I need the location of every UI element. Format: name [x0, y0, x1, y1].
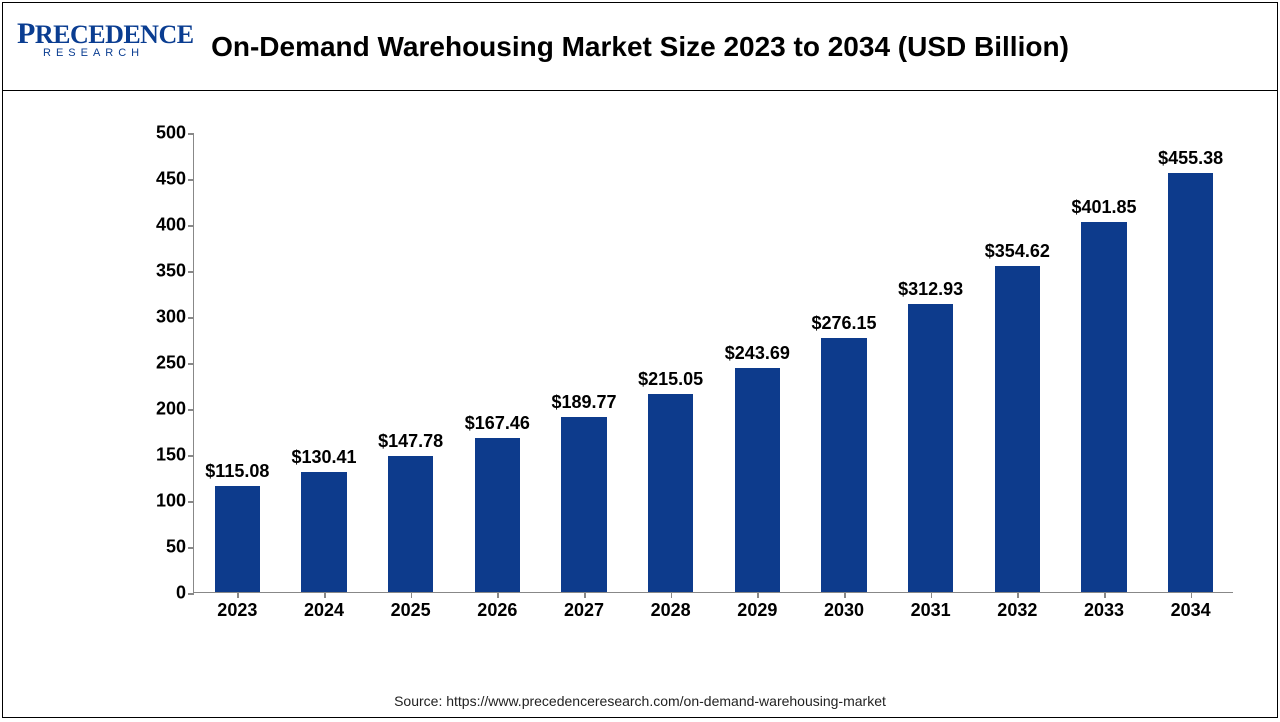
bar: $401.85 — [1081, 222, 1126, 592]
bar: $130.41 — [301, 472, 346, 592]
bar-value-label: $115.08 — [205, 461, 269, 486]
x-tick-mark — [671, 592, 673, 598]
bar-value-label: $167.46 — [465, 413, 530, 438]
chart-area: 050100150200250300350400450500$115.08202… — [113, 133, 1233, 623]
bar-value-label: $147.78 — [378, 431, 443, 456]
bar-value-label: $243.69 — [725, 343, 790, 368]
bar: $147.78 — [388, 456, 433, 592]
y-tick-mark — [188, 271, 194, 273]
y-tick-mark — [188, 133, 194, 135]
bar-value-label: $312.93 — [898, 279, 963, 304]
y-tick-mark — [188, 593, 194, 595]
x-tick-mark — [497, 592, 499, 598]
y-tick-mark — [188, 317, 194, 319]
bar: $189.77 — [561, 417, 606, 592]
x-tick-mark — [1104, 592, 1106, 598]
bar-value-label: $354.62 — [985, 241, 1050, 266]
y-tick-mark — [188, 501, 194, 503]
bar-value-label: $215.05 — [638, 369, 703, 394]
bar-value-label: $455.38 — [1158, 148, 1223, 173]
bar: $167.46 — [475, 438, 520, 592]
bar: $215.05 — [648, 394, 693, 592]
plot-area: 050100150200250300350400450500$115.08202… — [193, 133, 1233, 593]
x-tick-mark — [757, 592, 759, 598]
y-tick-mark — [188, 225, 194, 227]
bar: $243.69 — [735, 368, 780, 592]
x-tick-mark — [931, 592, 933, 598]
x-tick-mark — [1017, 592, 1019, 598]
x-tick-mark — [411, 592, 413, 598]
x-tick-mark — [844, 592, 846, 598]
x-tick-mark — [1191, 592, 1193, 598]
bar: $312.93 — [908, 304, 953, 592]
logo-main: PRECEDENCE — [17, 17, 187, 51]
bar: $455.38 — [1168, 173, 1213, 592]
x-tick-mark — [237, 592, 239, 598]
chart-title: On-Demand Warehousing Market Size 2023 t… — [3, 29, 1277, 64]
logo: PRECEDENCE RESEARCH — [17, 17, 187, 59]
y-tick-mark — [188, 363, 194, 365]
bar-value-label: $130.41 — [291, 447, 356, 472]
bar-value-label: $401.85 — [1071, 197, 1136, 222]
y-tick-mark — [188, 409, 194, 411]
bar-value-label: $276.15 — [811, 313, 876, 338]
x-tick-mark — [324, 592, 326, 598]
y-tick-mark — [188, 179, 194, 181]
bar: $276.15 — [821, 338, 866, 592]
y-tick-mark — [188, 547, 194, 549]
bar-value-label: $189.77 — [551, 392, 616, 417]
bar: $115.08 — [215, 486, 260, 592]
y-tick-mark — [188, 455, 194, 457]
x-tick-mark — [584, 592, 586, 598]
header: PRECEDENCE RESEARCH On-Demand Warehousin… — [3, 3, 1277, 91]
bar: $354.62 — [995, 266, 1040, 592]
chart-frame: PRECEDENCE RESEARCH On-Demand Warehousin… — [2, 2, 1278, 718]
source-text: Source: https://www.precedenceresearch.c… — [3, 693, 1277, 709]
